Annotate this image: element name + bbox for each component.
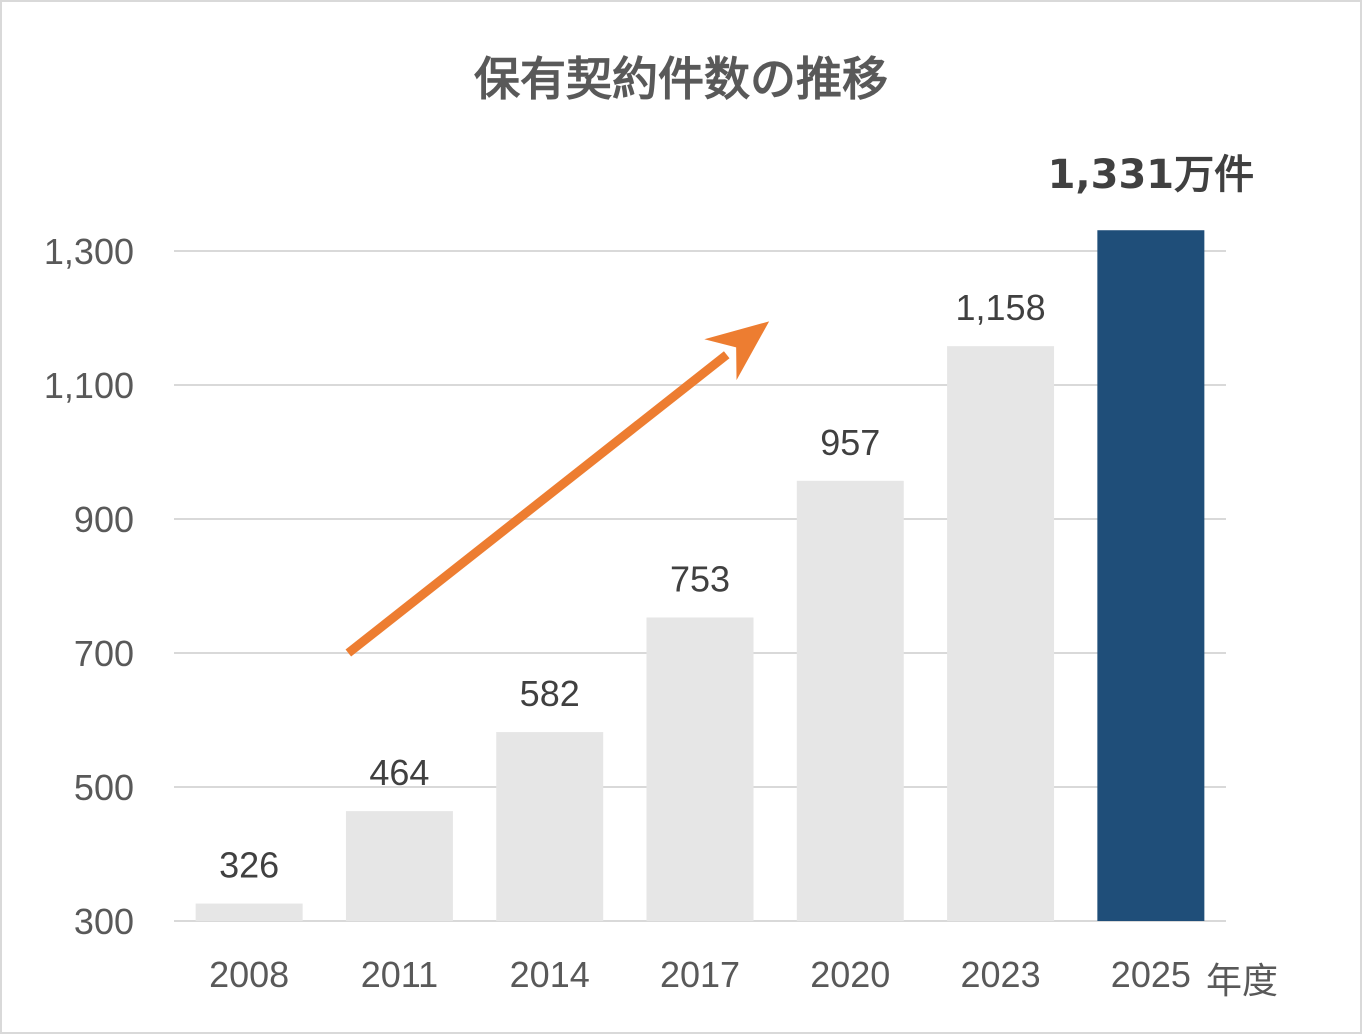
x-tick-label: 2014 [510, 954, 590, 995]
bar-2011 [345, 811, 453, 921]
x-axis-unit: 年度 [1206, 961, 1278, 1002]
x-tick-label: 2023 [961, 954, 1041, 995]
y-tick-label: 1,100 [44, 365, 134, 406]
y-tick-label: 900 [74, 499, 134, 540]
chart-title: 保有契約件数の推移 [474, 52, 888, 106]
trend-arrow-head [704, 321, 770, 381]
bar-2008 [195, 903, 303, 921]
data-label-2017: 753 [670, 558, 730, 599]
bar-2017 [646, 617, 754, 921]
y-tick-label: 500 [74, 767, 134, 808]
x-tick-label: 2011 [361, 954, 438, 995]
x-tick-label: 2025 [1111, 954, 1191, 995]
x-tick-label: 2017 [660, 954, 740, 995]
data-label-2008: 326 [219, 845, 279, 886]
y-tick-label: 300 [74, 901, 134, 942]
data-label-2011: 464 [369, 752, 429, 793]
trend-arrow-shaft [345, 351, 730, 657]
trend-arrow [345, 321, 770, 657]
y-tick-label: 1,300 [44, 231, 134, 272]
x-tick-label: 2020 [810, 954, 890, 995]
y-axis-ticks: 300 500 700 900 1,100 1,300 [44, 231, 134, 942]
bar-2014 [496, 732, 604, 921]
bar-2025 [1097, 230, 1205, 922]
x-tick-label: 2008 [209, 954, 289, 995]
data-label-2025: 1,331万件 [1048, 152, 1255, 198]
data-label-2014: 582 [520, 673, 580, 714]
data-label-2020: 957 [820, 422, 880, 463]
x-axis-ticks: 2008 2011 2014 2017 2020 2023 2025 [209, 954, 1191, 995]
y-tick-label: 700 [74, 633, 134, 674]
bar-2020 [796, 480, 904, 921]
data-label-2023: 1,158 [956, 287, 1046, 328]
bar-2023 [947, 346, 1055, 921]
data-labels: 326 464 582 753 957 1,158 1,331万件 [219, 152, 1254, 885]
bars [195, 230, 1205, 922]
